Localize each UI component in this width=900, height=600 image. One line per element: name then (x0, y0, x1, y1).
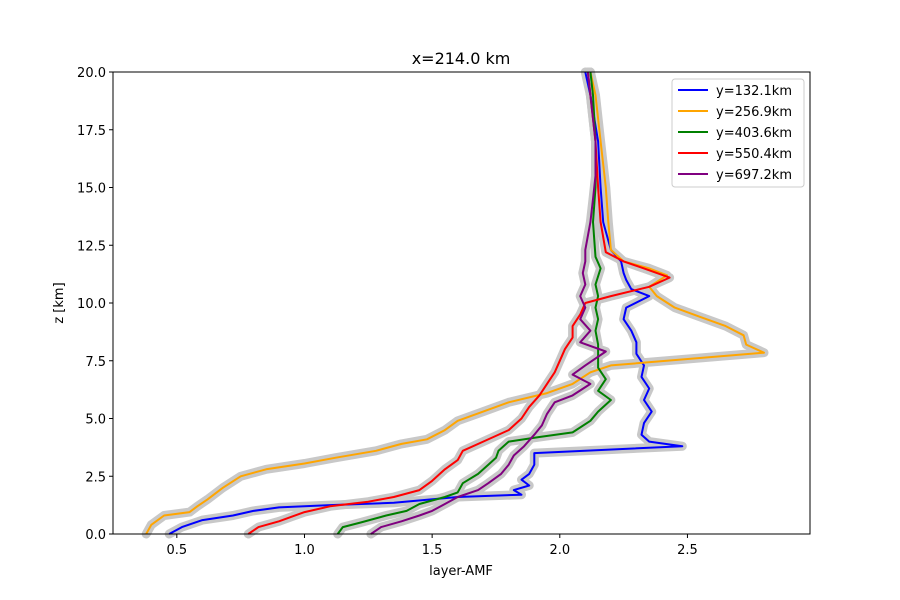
legend-entry: y=403.6km (716, 126, 792, 141)
legend-entry: y=697.2km (716, 168, 792, 183)
series-line-5 (370, 71, 607, 535)
y-tick-label: 10.0 (77, 297, 106, 312)
y-axis-label: z [km] (52, 282, 67, 323)
x-tick-label: 1.0 (294, 543, 315, 558)
series-line-3 (336, 71, 612, 535)
y-tick-label: 0.0 (85, 528, 106, 543)
series-line-1 (168, 71, 684, 535)
legend-box (671, 78, 805, 188)
y-tick-label: 5.0 (85, 413, 106, 428)
y-tick-label: 2.5 (85, 470, 106, 485)
legend-entry: y=550.4km (716, 147, 792, 162)
series-lines (145, 71, 765, 535)
series-line-4 (247, 71, 671, 535)
x-axis-label: layer-AMF (429, 564, 493, 579)
x-tick-label: 2.0 (549, 543, 570, 558)
legend: y=132.1km y=256.9km y=403.6km y=550.4km y=69… (671, 78, 805, 188)
x-tick-label: 2.5 (677, 543, 698, 558)
y-tick-label: 15.0 (77, 182, 106, 197)
chart-title: x=214.0 km (412, 49, 511, 68)
y-tick-label: 17.5 (77, 124, 106, 139)
legend-entry: y=256.9km (716, 105, 792, 120)
y-tick-label: 20.0 (77, 66, 106, 81)
legend-entry: y=132.1km (716, 84, 792, 99)
x-tick-label: 1.5 (422, 543, 443, 558)
y-tick-label: 7.5 (85, 355, 106, 370)
y-axis-ticks: 0.0 2.5 5.0 7.5 10.0 12.5 15.0 17.5 20.0 (77, 66, 113, 543)
x-tick-label: 0.5 (166, 543, 187, 558)
y-tick-label: 12.5 (77, 239, 106, 254)
x-axis-ticks: 0.5 1.0 1.5 2.0 2.5 (166, 534, 698, 558)
